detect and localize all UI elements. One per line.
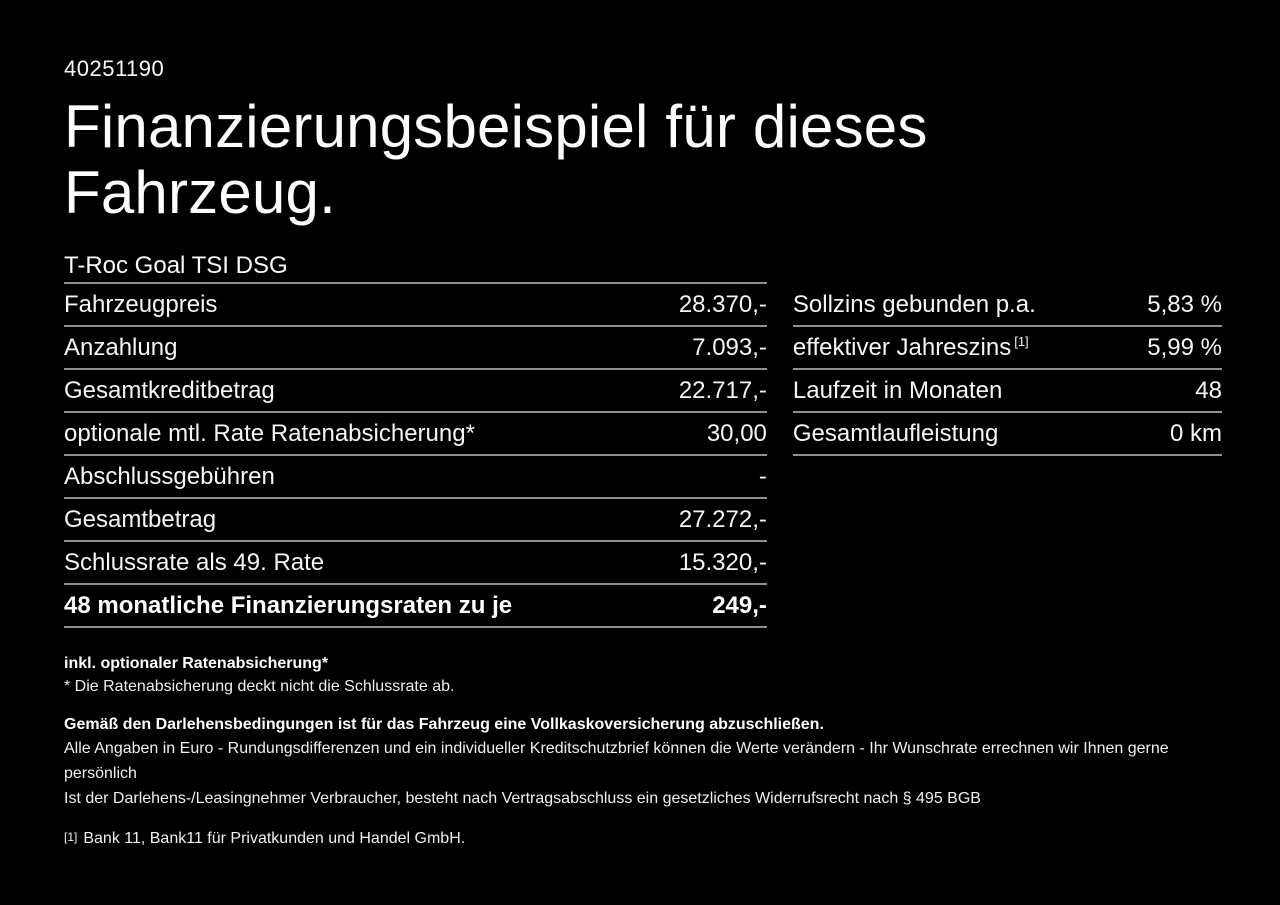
table-row-ratenabsicherung: optionale mtl. Rate Ratenabsicherung* 30… — [64, 413, 767, 456]
page-title-line1: Finanzierungsbeispiel für dieses — [64, 93, 928, 160]
row-label: Fahrzeugpreis — [64, 290, 218, 318]
row-label-text: effektiver Jahreszins — [792, 333, 1012, 361]
conditions-table: Sollzins gebunden p.a. 5,83 % effektiver… — [792, 284, 1222, 456]
row-label: optionale mtl. Rate Ratenabsicherung* — [64, 419, 475, 447]
table-row-schlussrate: Schlussrate als 49. Rate 15.320,- — [64, 542, 767, 585]
footnote-rate-protection-note: * Die Ratenabsicherung deckt nicht die S… — [64, 678, 455, 695]
table-row-effektiver-jahreszins: effektiver Jahreszins [1] 5,99 % — [792, 327, 1222, 370]
footnotes-region: inkl. optionaler Ratenabsicherung* * Die… — [64, 652, 1222, 850]
row-value: 22.717,- — [678, 376, 767, 404]
footnote-disclaimer-2: Ist der Darlehens-/Leasingnehmer Verbrau… — [64, 790, 981, 807]
row-label: 48 monatliche Finanzierungsraten zu je — [64, 591, 513, 619]
table-row-abschlussgebuehren: Abschlussgebühren - — [64, 456, 767, 499]
row-value: 15.320,- — [678, 548, 767, 576]
row-label: Abschlussgebühren — [64, 462, 275, 490]
row-value: 28.370,- — [678, 290, 767, 318]
row-label: Gesamtbetrag — [64, 505, 217, 533]
row-label: Anzahlung — [64, 333, 178, 361]
row-value: 249,- — [712, 591, 767, 619]
table-row-gesamtbetrag: Gesamtbetrag 27.272,- — [64, 499, 767, 542]
listing-id: 40251190 — [64, 56, 165, 81]
page-title: Finanzierungsbeispiel für dieses Fahrzeu… — [64, 94, 1222, 226]
finance-column: T-Roc Goal TSI DSG Fahrzeugpreis 28.370,… — [64, 226, 767, 628]
row-value: 30,00 — [706, 419, 767, 447]
row-value: 7.093,- — [692, 333, 767, 361]
table-row-monatsrate: 48 monatliche Finanzierungsraten zu je 2… — [64, 585, 767, 628]
row-value: 48 — [1195, 376, 1222, 404]
vehicle-model: T-Roc Goal TSI DSG — [64, 252, 288, 279]
page-title-line2: Fahrzeug. — [64, 159, 336, 226]
table-row-laufzeit: Laufzeit in Monaten 48 — [792, 370, 1222, 413]
footnote-bank-text: Bank 11, Bank11 für Privatkunden und Han… — [83, 830, 466, 847]
conditions-column: Sollzins gebunden p.a. 5,83 % effektiver… — [792, 284, 1222, 456]
table-row-sollzins: Sollzins gebunden p.a. 5,83 % — [792, 284, 1222, 327]
footnote-ref-marker: [1] — [64, 830, 78, 844]
table-row-anzahlung: Anzahlung 7.093,- — [64, 327, 767, 370]
row-label: Gesamtlaufleistung — [792, 419, 999, 447]
footnote-bank-reference: [1] Bank 11, Bank11 für Privatkunden und … — [64, 826, 1222, 850]
row-value: - — [758, 462, 767, 490]
table-row-fahrzeugpreis: Fahrzeugpreis 28.370,- — [64, 284, 767, 327]
row-value: 5,99 % — [1147, 333, 1222, 361]
row-value: 27.272,- — [678, 505, 767, 533]
row-label: Sollzins gebunden p.a. — [792, 290, 1036, 318]
footnote-ref-icon: [1] — [1014, 333, 1029, 349]
row-label: Gesamtkreditbetrag — [64, 376, 275, 404]
row-label: Laufzeit in Monaten — [792, 376, 1003, 404]
finance-table: Fahrzeugpreis 28.370,- Anzahlung 7.093,-… — [64, 282, 767, 628]
footnote-rate-protection-title: inkl. optionaler Ratenabsicherung* — [64, 655, 329, 672]
row-value: 0 km — [1169, 419, 1222, 447]
table-row-gesamtlaufleistung: Gesamtlaufleistung 0 km — [792, 413, 1222, 456]
row-value: 5,83 % — [1147, 290, 1222, 318]
finance-tables-region: T-Roc Goal TSI DSG Fahrzeugpreis 28.370,… — [64, 226, 1222, 628]
footnote-insurance-requirement: Gemäß den Darlehensbedingungen ist für d… — [64, 716, 824, 733]
footnote-disclaimer-1: Alle Angaben in Euro - Rundungsdifferenz… — [64, 740, 1169, 782]
row-label: Schlussrate als 49. Rate — [64, 548, 325, 576]
row-label: effektiver Jahreszins [1] — [793, 334, 1029, 362]
table-row-gesamtkreditbetrag: Gesamtkreditbetrag 22.717,- — [64, 370, 767, 413]
